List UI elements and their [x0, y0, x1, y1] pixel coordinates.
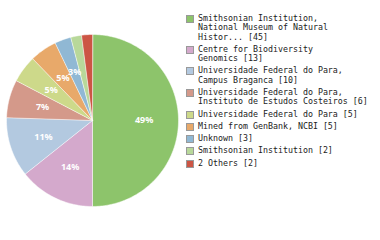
svg-text:14%: 14% [61, 160, 79, 173]
html-text:Universidade Federal do Para,: Universidade Federal do Para, Campus Bra… [198, 65, 343, 85]
html-text:Centre for Biodiversity Genomi: Centre for Biodiversity Genomics [13] [198, 43, 313, 64]
svg-text:11%: 11% [34, 130, 52, 143]
html-text:Smithsonian Institution [2]: Smithsonian Institution [2] [198, 145, 333, 156]
svg-text:3%: 3% [68, 65, 81, 78]
html-text:Mined from GenBank, NCBI [5]: Mined from GenBank, NCBI [5] [198, 120, 338, 131]
svg-text:7%: 7% [36, 100, 49, 113]
html-text:2 Others [2]: 2 Others [2] [198, 157, 258, 168]
svg-text:5%: 5% [56, 71, 70, 85]
html-text:Unknown [3]: Unknown [3] [198, 133, 253, 144]
html-text:Universidade Federal do Para [: Universidade Federal do Para [5] [198, 108, 358, 119]
html-text:Smithsonian Institution, Natio: Smithsonian Institution, National Museum… [198, 13, 328, 42]
svg-text:49%: 49% [135, 113, 153, 126]
html-text:Universidade Federal do Para,: Universidade Federal do Para, Instituto … [198, 87, 368, 107]
svg-text:5%: 5% [45, 83, 58, 96]
